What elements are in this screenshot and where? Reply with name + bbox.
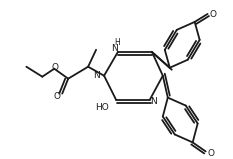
Text: H: H — [114, 38, 120, 47]
Text: O: O — [207, 149, 214, 158]
Text: HO: HO — [95, 103, 109, 112]
Text: N: N — [93, 71, 99, 80]
Text: O: O — [54, 92, 61, 101]
Text: N: N — [151, 97, 157, 106]
Text: N: N — [111, 44, 117, 53]
Text: O: O — [209, 10, 216, 19]
Text: O: O — [52, 63, 59, 72]
